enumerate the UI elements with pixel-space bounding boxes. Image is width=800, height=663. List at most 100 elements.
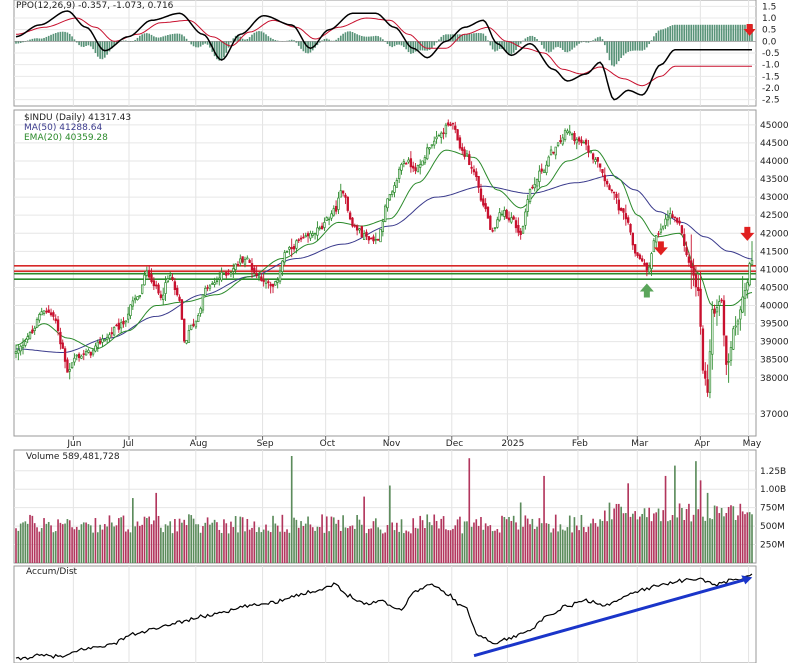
ppo-histogram-bar <box>393 41 396 47</box>
candle-body <box>276 279 279 283</box>
volume-bar <box>342 515 344 563</box>
candle-body <box>180 299 184 320</box>
candle-body <box>150 274 153 282</box>
candle-body <box>376 238 380 241</box>
ppo-histogram-bar <box>153 36 155 42</box>
candle-body <box>19 345 22 352</box>
candle-body <box>206 287 209 289</box>
volume-bar <box>398 531 401 563</box>
ppo-histogram-bar <box>237 35 239 42</box>
candle-body <box>110 332 113 335</box>
volume-bar <box>452 528 454 563</box>
ppo-histogram-bar <box>475 33 478 42</box>
candle-body <box>533 184 536 189</box>
ppo-histogram-bar <box>162 36 165 42</box>
volume-bar <box>543 475 545 563</box>
volume-bar <box>554 514 557 563</box>
candle-body <box>119 322 123 329</box>
volume-bar <box>73 529 76 563</box>
volume-bar <box>606 521 608 563</box>
volume-bar <box>33 523 36 563</box>
volume-bar <box>669 520 672 563</box>
ppo-histogram-bar <box>251 34 253 42</box>
candle-body <box>75 354 78 357</box>
volume-bar <box>711 519 714 563</box>
candle-body <box>750 259 754 266</box>
candle-body <box>66 359 69 373</box>
ppo-histogram-bar <box>290 39 293 42</box>
volume-bar <box>662 510 665 563</box>
candle-body <box>594 159 597 162</box>
volume-bar <box>66 519 69 563</box>
volume-bar <box>746 512 749 563</box>
candle-body <box>526 199 529 212</box>
ppo-histogram-bar <box>61 31 64 42</box>
candle-body <box>234 263 237 270</box>
candle-body <box>299 237 303 240</box>
volume-bar <box>428 522 431 563</box>
ppo-histogram-bar <box>648 41 651 45</box>
volume-bar <box>204 522 207 563</box>
candle-body <box>63 348 67 362</box>
candle-body <box>87 349 90 353</box>
ppo-histogram-bar <box>438 39 440 42</box>
volume-bar <box>132 498 134 563</box>
ppo-histogram-bar <box>50 34 52 42</box>
volume-bar <box>512 515 515 563</box>
ppo-histogram-bar <box>730 24 732 42</box>
volume-bar <box>267 530 270 563</box>
candle-body <box>89 351 92 356</box>
ppo-histogram-bar <box>440 36 443 42</box>
volume-bar <box>433 514 436 563</box>
volume-bar <box>239 516 242 563</box>
volume-bar <box>375 518 377 563</box>
candle-body <box>204 287 207 296</box>
candle-body <box>313 232 317 235</box>
volume-bar <box>290 456 293 563</box>
ppo-histogram-bar <box>676 24 679 42</box>
ppo-histogram-bar <box>78 41 80 46</box>
price-tick-label: 40500 <box>760 283 789 293</box>
volume-bar <box>403 533 405 563</box>
volume-bar <box>494 530 496 563</box>
candle-body <box>652 240 656 253</box>
volume-bar <box>45 523 48 563</box>
volume-bar <box>400 519 403 563</box>
volume-bar <box>473 522 475 563</box>
ppo-histogram-bar <box>554 41 557 48</box>
x-tick-label: Aug <box>190 439 208 449</box>
accum-dist-frame <box>13 565 757 663</box>
ppo-histogram-bar <box>94 41 97 53</box>
candle-body <box>720 299 723 302</box>
ppo-histogram-bar <box>512 41 515 53</box>
ppo-histogram-bar <box>73 39 76 42</box>
ppo-histogram-bar <box>398 41 401 45</box>
candle-body <box>451 122 455 125</box>
volume-bar <box>96 532 99 563</box>
ppo-histogram-bar <box>325 38 328 42</box>
ppo-histogram-bar <box>610 41 613 66</box>
ppo-histogram-bar <box>19 41 22 43</box>
ppo-histogram-bar <box>321 40 323 42</box>
volume-bar <box>657 508 660 563</box>
candle-body <box>197 315 200 322</box>
volume-bar <box>346 528 349 563</box>
ppo-histogram-bar <box>218 41 221 61</box>
ppo-histogram-bar <box>431 41 433 49</box>
volume-bar <box>660 521 662 563</box>
ppo-histogram-bar <box>501 41 503 49</box>
ppo-histogram-bar <box>103 41 106 58</box>
candle-body <box>327 218 331 221</box>
candle-body <box>98 340 102 344</box>
volume-bar <box>545 523 548 563</box>
ppo-histogram-bar <box>704 24 707 42</box>
ppo-histogram-bar <box>622 41 625 56</box>
volume-bar <box>704 520 707 563</box>
candle-body <box>148 270 151 278</box>
volume-bar <box>17 530 20 563</box>
candle-body <box>475 171 478 178</box>
candle-body <box>140 284 144 294</box>
ppo-histogram-bar <box>494 41 496 52</box>
ppo-histogram-bar <box>92 41 94 50</box>
candle-body <box>124 320 127 323</box>
